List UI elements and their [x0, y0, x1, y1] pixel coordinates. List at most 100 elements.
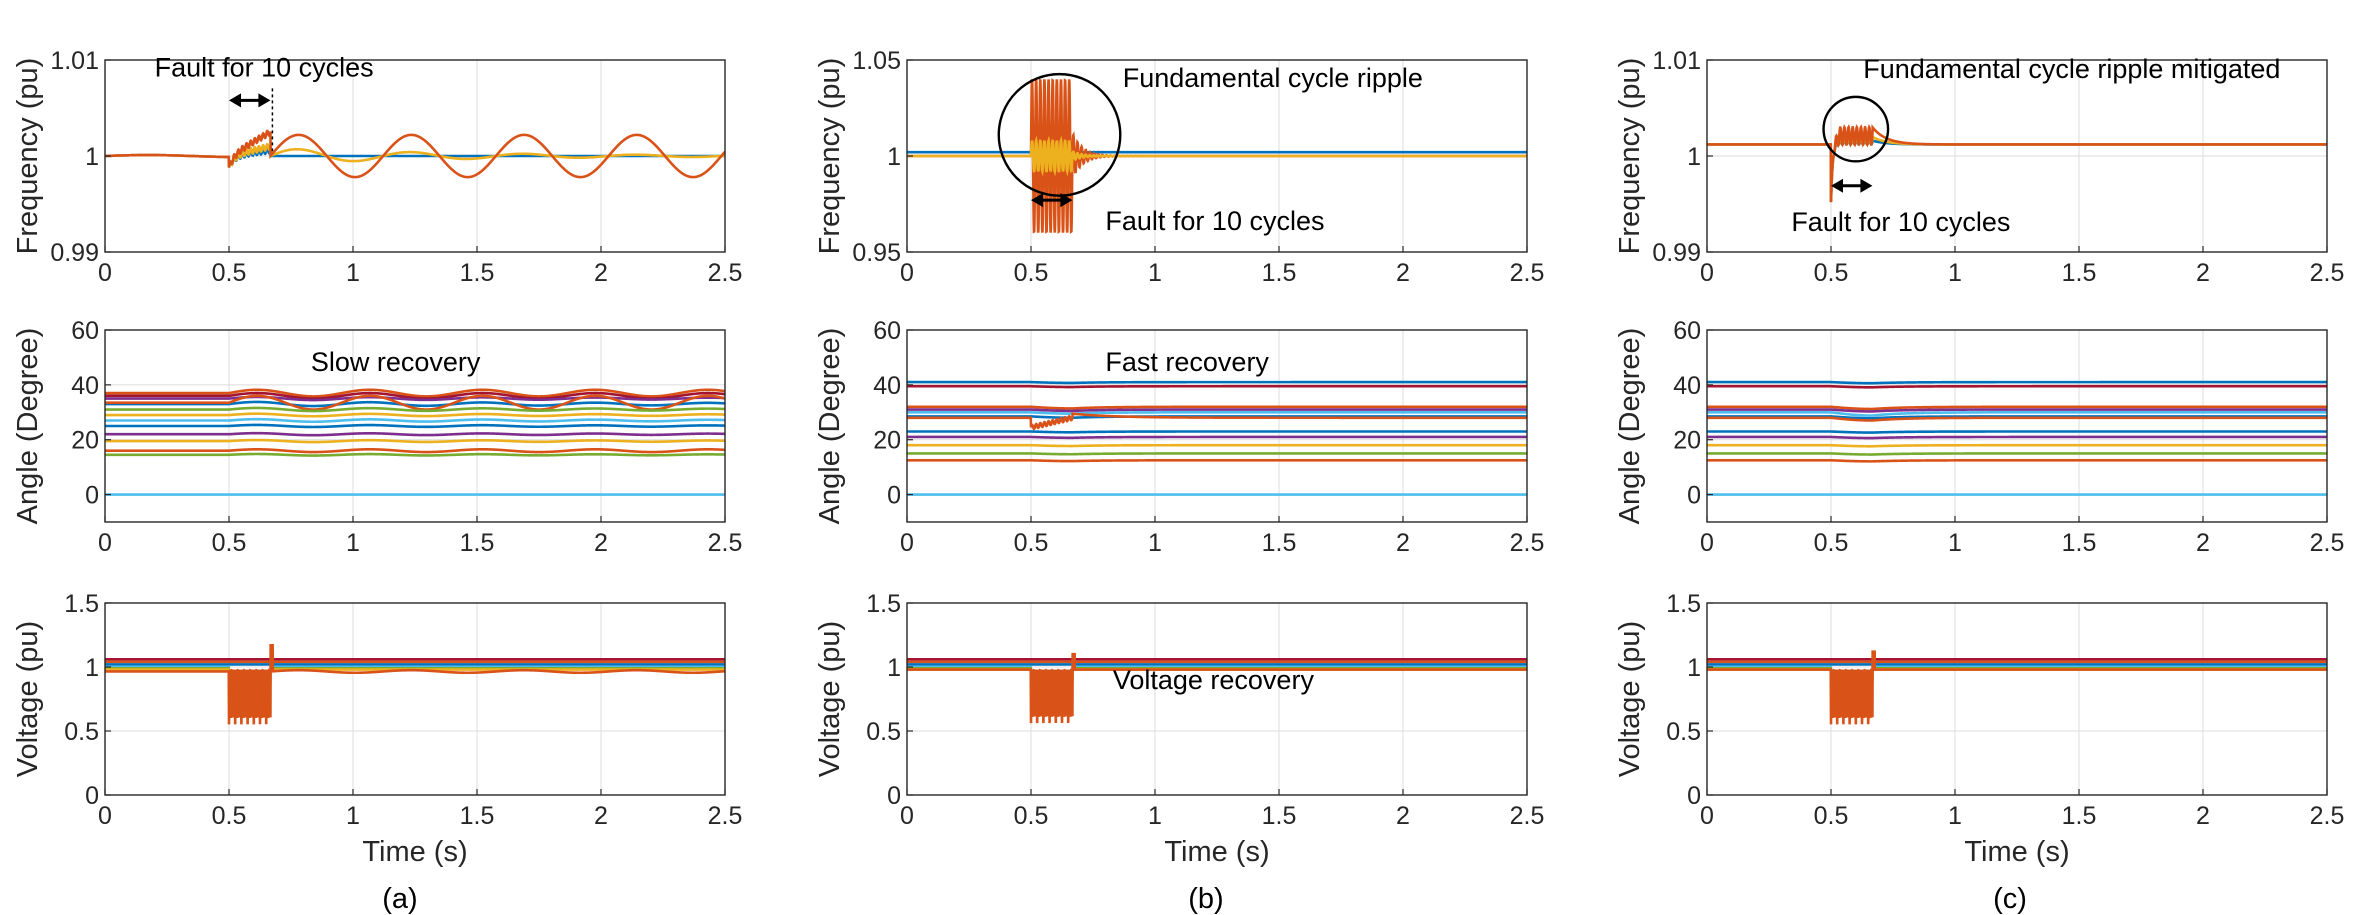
annotation-arrowhead-right — [258, 93, 271, 108]
x-tick-label: 0 — [1700, 802, 1714, 830]
y-axis-label: Angle (Degree) — [814, 328, 846, 525]
x-tick-label: 1 — [1148, 259, 1162, 287]
series-line-4 — [1707, 408, 2327, 413]
x-tick-label: 2 — [594, 802, 608, 830]
x-tick-label: 0.5 — [1014, 259, 1049, 287]
annotation-text: Voltage recovery — [1113, 665, 1315, 695]
y-tick-label: 1.01 — [1652, 47, 1701, 75]
x-tick-label: 1.5 — [1262, 529, 1297, 557]
annotation-text: Slow recovery — [311, 347, 481, 377]
y-tick-label: 1 — [1687, 143, 1701, 171]
y-tick-label: 0.95 — [852, 239, 901, 267]
series-line-2 — [907, 384, 1527, 389]
subplot-a-angle: 0 0.5 1 1.5 2 2.5 0 20 40 60 Angle (Degree) Slow re… — [12, 317, 742, 557]
x-tick-label: 0.5 — [1014, 802, 1049, 830]
series-line-8 — [907, 430, 1527, 434]
y-tick-label: 20 — [71, 427, 99, 455]
series-line-1 — [105, 388, 725, 398]
axes-frame — [906, 329, 1528, 523]
y-tick-label: 1.05 — [852, 47, 901, 75]
x-tick-label: 1 — [1148, 802, 1162, 830]
y-tick-label: 1.5 — [866, 590, 901, 618]
y-tick-label: 0 — [85, 782, 99, 810]
annotation-text: Fault for 10 cycles — [1105, 206, 1324, 236]
axes-frame — [906, 602, 1528, 796]
y-axis-label: Frequency (pu) — [1614, 58, 1646, 255]
series-line-4 — [105, 400, 725, 408]
x-tick-label: 2 — [1396, 529, 1410, 557]
y-axis-label: Voltage (pu) — [12, 621, 44, 777]
x-tick-label: 2 — [594, 259, 608, 287]
series-line-10 — [907, 443, 1527, 448]
y-tick-label: 0.5 — [1666, 718, 1701, 746]
series-line-3 — [105, 129, 725, 179]
series-group — [907, 652, 1527, 724]
x-tick-label: 2.5 — [1510, 529, 1545, 557]
caption-b: (b) — [1188, 883, 1223, 915]
series-line-7 — [907, 652, 1527, 724]
series-line-7 — [1707, 416, 2327, 422]
annotation-text: Fundamental cycle ripple — [1123, 63, 1423, 93]
annotation-text: Fast recovery — [1105, 347, 1269, 377]
series-line-8 — [1707, 430, 2327, 434]
series-group — [105, 388, 725, 496]
x-tick-label: 2.5 — [2310, 802, 2345, 830]
x-tick-label: 2.5 — [1510, 802, 1545, 830]
y-tick-label: 60 — [71, 317, 99, 345]
series-line-12 — [1707, 458, 2327, 463]
plot-area — [907, 603, 1527, 795]
x-tick-label: 1.5 — [2062, 529, 2097, 557]
x-tick-label: 2 — [2196, 259, 2210, 287]
plot-area — [1707, 330, 2327, 522]
axes-frame — [104, 329, 726, 523]
y-tick-label: 20 — [1673, 427, 1701, 455]
x-tick-label: 1.5 — [460, 529, 495, 557]
series-group — [907, 380, 1527, 496]
series-line-8 — [105, 417, 725, 424]
y-axis-label: Voltage (pu) — [1614, 621, 1646, 777]
series-line-9 — [1707, 435, 2327, 440]
x-tick-label: 1 — [1948, 259, 1962, 287]
y-tick-label: 20 — [873, 427, 901, 455]
x-tick-label: 1.5 — [1262, 259, 1297, 287]
y-tick-label: 1 — [85, 654, 99, 682]
series-group — [105, 129, 725, 179]
x-tick-label: 1 — [346, 259, 360, 287]
x-tick-label: 2.5 — [1510, 259, 1545, 287]
y-tick-label: 0 — [1687, 782, 1701, 810]
y-tick-label: 0 — [85, 482, 99, 510]
x-tick-label: 0.5 — [212, 802, 247, 830]
axes-frame — [1706, 329, 2328, 523]
y-tick-label: 60 — [1673, 317, 1701, 345]
annotation-text: Fundamental cycle ripple mitigated — [1863, 54, 2280, 84]
series-group — [1707, 380, 2327, 496]
series-line-3 — [907, 135, 1527, 177]
annotation-text: Fault for 10 cycles — [1791, 207, 2010, 237]
annotation-text: Fault for 10 cycles — [155, 52, 374, 82]
x-tick-label: 2.5 — [708, 802, 743, 830]
series-line-11 — [105, 438, 725, 444]
y-tick-label: 1 — [887, 654, 901, 682]
x-tick-label: 1.5 — [1262, 802, 1297, 830]
x-tick-label: 2.5 — [2310, 529, 2345, 557]
annotation-circle — [997, 72, 1122, 197]
y-tick-label: 1 — [85, 143, 99, 171]
x-tick-label: 1 — [1148, 529, 1162, 557]
y-axis-label: Frequency (pu) — [814, 58, 846, 255]
series-line-7 — [1707, 650, 2327, 725]
series-line-2 — [105, 391, 725, 400]
y-tick-label: 40 — [873, 372, 901, 400]
series-line-9 — [907, 435, 1527, 440]
series-group — [105, 643, 725, 725]
x-axis-label: Time (s) — [1164, 836, 1269, 868]
x-tick-label: 0 — [98, 802, 112, 830]
x-tick-label: 0 — [98, 529, 112, 557]
axes-frame — [1706, 602, 2328, 796]
x-axis-label: Time (s) — [1964, 836, 2069, 868]
x-tick-label: 0 — [900, 802, 914, 830]
annotation-arrowhead-right — [1860, 178, 1873, 193]
x-tick-label: 2.5 — [2310, 259, 2345, 287]
annotation-arrowhead-left — [1831, 178, 1843, 193]
